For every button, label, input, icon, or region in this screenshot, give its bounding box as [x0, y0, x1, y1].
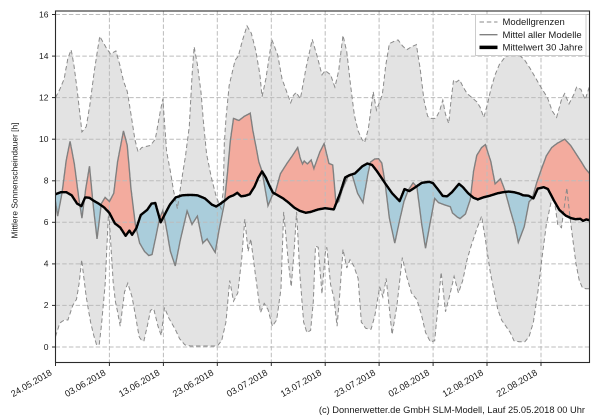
svg-text:10: 10 — [39, 134, 49, 144]
svg-text:4: 4 — [44, 259, 49, 269]
svg-text:16: 16 — [39, 9, 49, 19]
svg-text:0: 0 — [44, 342, 49, 352]
svg-text:8: 8 — [44, 176, 49, 186]
svg-text:Mittel aller Modelle: Mittel aller Modelle — [503, 30, 582, 41]
svg-text:Modellgrenzen: Modellgrenzen — [503, 17, 565, 28]
svg-text:2: 2 — [44, 300, 49, 310]
svg-text:6: 6 — [44, 217, 49, 227]
svg-text:Mittlere Sonnenscheindauer [h]: Mittlere Sonnenscheindauer [h] — [10, 123, 20, 239]
svg-text:Mittelwert 30 Jahre: Mittelwert 30 Jahre — [503, 43, 583, 54]
svg-text:(c) Donnerwetter.de GmbH SLM-M: (c) Donnerwetter.de GmbH SLM-Modell, Lau… — [319, 405, 585, 415]
svg-text:14: 14 — [39, 51, 49, 61]
svg-text:12: 12 — [39, 92, 49, 102]
